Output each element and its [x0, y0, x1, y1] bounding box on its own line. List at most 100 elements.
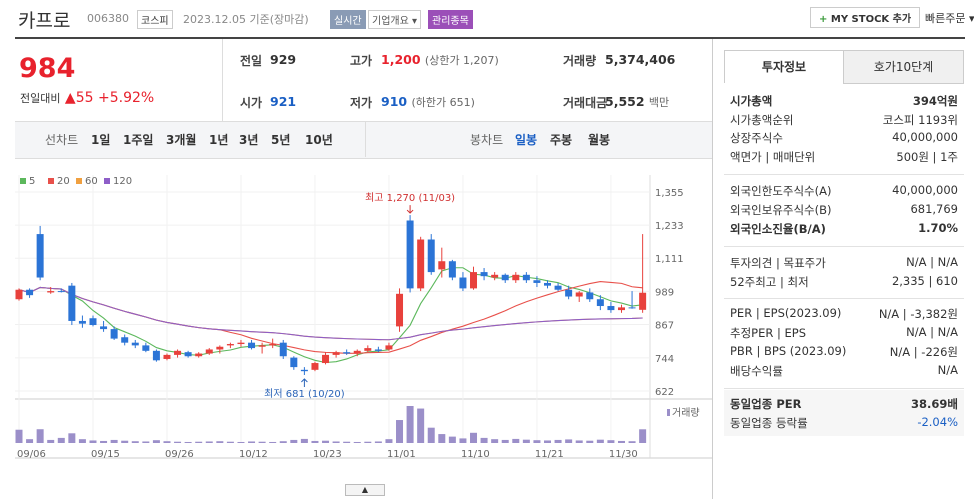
- volume-bar: [427, 427, 435, 443]
- volume-bar: [121, 440, 129, 443]
- info-label: 액면가 | 매매단위: [730, 150, 816, 164]
- change-pct: +5.92%: [97, 90, 155, 106]
- candle-body: [565, 289, 573, 297]
- info-value: 681,769: [910, 202, 958, 216]
- volume-bar: [501, 439, 509, 443]
- volume-bar: [131, 441, 139, 443]
- volume-bar: [470, 432, 478, 443]
- separator: [724, 298, 964, 299]
- x-tick-label: 11/10: [461, 449, 490, 460]
- annotation-arrow: [406, 205, 414, 214]
- volume-bar: [36, 429, 44, 443]
- period-option[interactable]: 주봉: [550, 133, 573, 147]
- candle-body: [142, 345, 150, 351]
- volume-bar: [575, 440, 583, 443]
- period-option[interactable]: 10년: [305, 133, 333, 147]
- info-value: 1.70%: [918, 221, 958, 235]
- info-value: 40,000,000: [892, 130, 958, 144]
- info-row: PBR | BPS (2023.09) N/A | -226원: [730, 344, 958, 362]
- overview-text: 기업개요: [372, 16, 409, 27]
- info-label: PBR | BPS (2023.09): [730, 344, 847, 358]
- period-option[interactable]: 5년: [271, 133, 291, 147]
- volume-bar: [68, 433, 76, 443]
- volume-bar: [15, 429, 23, 443]
- tab-active[interactable]: 투자정보: [724, 50, 844, 83]
- volume-bar: [396, 420, 404, 443]
- period-option[interactable]: 3개월: [166, 133, 197, 147]
- volume-bar: [57, 437, 65, 443]
- separator: [724, 246, 964, 247]
- info-value: 코스피 1193위: [882, 113, 958, 127]
- info-value: N/A | -3,382원: [878, 307, 958, 321]
- candle-body: [512, 274, 520, 281]
- period-option[interactable]: 1주일: [123, 133, 154, 147]
- info-row: 추정PER | EPS N/A | N/A: [730, 325, 958, 343]
- candle-body: [322, 354, 330, 364]
- x-tick-label: 10/12: [239, 449, 268, 460]
- volume-bar: [163, 441, 171, 443]
- mystock-button[interactable]: + MY STOCK 추가: [810, 7, 921, 28]
- period-bar: [15, 121, 712, 159]
- realtime-tag[interactable]: 실시간: [330, 10, 366, 29]
- mystock-text: MY STOCK 추가: [830, 14, 912, 25]
- candle-body: [353, 350, 361, 354]
- y-tick-label: 1,111: [655, 254, 684, 265]
- volume-bar: [311, 440, 319, 443]
- info-row: 동일업종 PER 38.69배: [730, 396, 958, 414]
- info-label: 동일업종 등락률: [730, 416, 808, 430]
- candle-body: [343, 352, 351, 354]
- volume-bar: [258, 441, 266, 443]
- collapse-button[interactable]: ▲: [345, 484, 385, 496]
- overview-button[interactable]: 기업개요 ▾: [368, 10, 422, 29]
- candle-body: [15, 289, 23, 300]
- candle-body: [617, 307, 625, 311]
- candle-body: [78, 320, 86, 324]
- volume-bar: [205, 441, 213, 443]
- period-option[interactable]: 일봉: [515, 133, 538, 147]
- volume-bar: [195, 441, 203, 443]
- volume-bar: [639, 429, 647, 443]
- period-option[interactable]: 1년: [209, 133, 229, 147]
- y-tick-label: 989: [655, 287, 674, 298]
- summary-value: 921: [270, 94, 297, 109]
- info-row: 외국인보유주식수(B) 681,769: [730, 202, 958, 220]
- candle-body: [427, 239, 435, 273]
- summary-value: 5,552 백만: [605, 94, 670, 109]
- summary-value: 929: [270, 52, 297, 67]
- period-option[interactable]: 3년: [239, 133, 259, 147]
- volume-bar: [300, 438, 308, 443]
- candle-body: [89, 318, 97, 326]
- candle-body: [586, 292, 594, 300]
- info-value: 500원 | 1주: [896, 150, 958, 164]
- volume-bar: [374, 441, 382, 443]
- info-label: 배당수익률: [730, 364, 783, 378]
- volume-bar: [586, 440, 594, 443]
- summary-note: (상한가 1,207): [424, 54, 499, 67]
- info-row: 배당수익률 N/A: [730, 363, 958, 381]
- quick-order[interactable]: 빠른주문 ▾: [925, 12, 974, 25]
- info-label: 시가총액순위: [730, 113, 794, 127]
- period-label: 선차트: [45, 133, 79, 147]
- legend-label: 60: [85, 176, 98, 187]
- candle-body: [480, 272, 488, 277]
- y-tick-label: 867: [655, 320, 674, 331]
- legend-swatch: [76, 178, 82, 184]
- volume-bar: [596, 439, 604, 443]
- period-option[interactable]: 월봉: [588, 133, 611, 147]
- volume-bar: [110, 439, 118, 443]
- candle-body: [68, 285, 76, 321]
- moving-average-line: [18, 281, 643, 354]
- tab[interactable]: 호가10단계: [843, 50, 964, 84]
- period-option[interactable]: 1일: [91, 133, 111, 147]
- change-value: 55: [75, 90, 94, 106]
- candle-body: [491, 274, 499, 278]
- info-label: 외국인한도주식수(A): [730, 184, 832, 198]
- volume-bar: [248, 441, 256, 443]
- volume-bar: [174, 441, 182, 443]
- summary-note: (하한가 651): [411, 96, 475, 109]
- legend-label: 5: [29, 176, 35, 187]
- candle-body: [501, 274, 509, 281]
- volume-bar: [522, 439, 530, 443]
- info-row: 투자의견 | 목표주가 N/A | N/A: [730, 255, 958, 273]
- candle-body: [575, 292, 583, 297]
